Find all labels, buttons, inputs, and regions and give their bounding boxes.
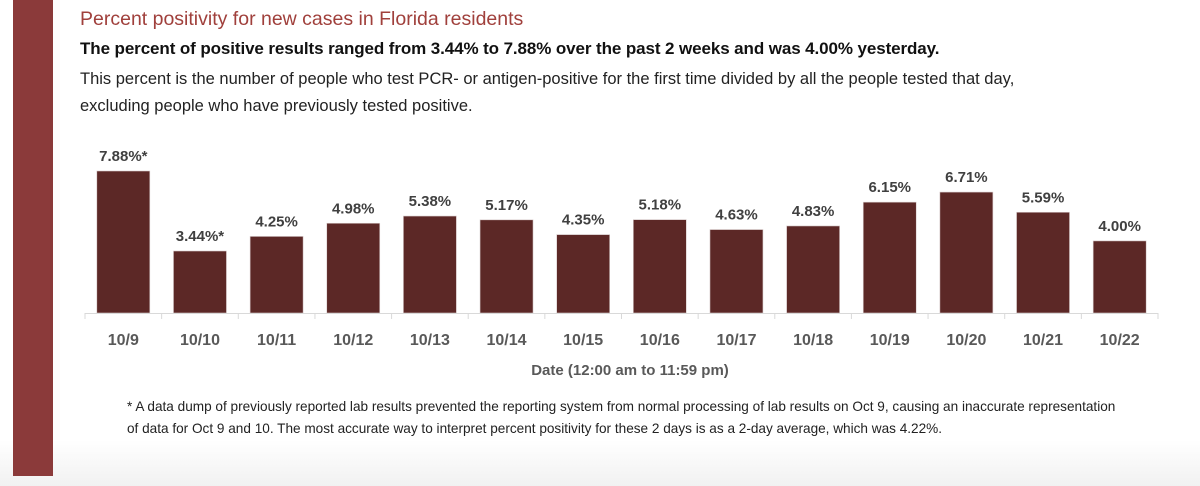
x-tick-label: 10/16 (640, 332, 680, 349)
bar-10-20 (939, 191, 994, 314)
x-tick-label: 10/9 (108, 332, 139, 349)
bar-10-21 (1016, 211, 1070, 314)
data-label: 5.59% (1022, 189, 1065, 206)
footnote: * A data dump of previously reported lab… (127, 399, 1116, 436)
bar-10-11 (249, 236, 304, 314)
data-label: 4.35% (562, 212, 605, 229)
summary-headline: The percent of positive results ranged f… (80, 39, 940, 58)
x-tick-label: 10/18 (793, 332, 833, 349)
bar-10-18 (786, 225, 840, 314)
x-tick-label: 10/21 (1023, 332, 1063, 349)
bar-10-16 (633, 219, 687, 314)
bar-10-13 (403, 215, 457, 314)
x-tick-label: 10/20 (946, 332, 986, 349)
x-tick-label: 10/11 (257, 332, 296, 349)
chart-title: Percent positivity for new cases in Flor… (80, 8, 524, 30)
data-label: 5.38% (409, 193, 452, 210)
bar-10-17 (709, 229, 764, 314)
bar-10-12 (326, 222, 381, 314)
data-label: 6.15% (868, 179, 911, 196)
x-tick-label: 10/19 (870, 332, 910, 349)
data-label: 4.83% (792, 203, 835, 220)
data-label: 4.63% (715, 207, 758, 224)
bar-10-10 (173, 250, 227, 314)
bar-10-19 (862, 201, 917, 314)
bars-group (96, 170, 1147, 314)
x-tick-label: 10/10 (180, 332, 220, 349)
x-tick-label: 10/14 (487, 332, 527, 349)
data-labels-group: 7.88%* 3.44%* 4.25% 4.98% 5.38% 5.17% 4.35% 5.1… (99, 148, 1141, 245)
data-label: 5.18% (639, 197, 682, 214)
data-label: 5.17% (485, 197, 528, 214)
x-ticks-group: 10/9 10/10 10/11 10/12 10/13 10/14 10/15 10/16 1… (84, 313, 1159, 349)
data-label: 4.98% (332, 200, 375, 217)
x-tick-label: 10/22 (1100, 332, 1140, 349)
x-tick-label: 10/15 (563, 332, 603, 349)
chart-description: This percent is the number of people who… (80, 70, 1015, 115)
data-label: 4.00% (1098, 218, 1141, 235)
x-tick-label: 10/12 (333, 332, 373, 349)
bar-10-14 (479, 219, 534, 314)
bar-10-22 (1092, 240, 1147, 314)
bar-10-9 (96, 170, 151, 314)
accent-stripe (13, 0, 53, 476)
data-label: 6.71% (945, 169, 988, 186)
x-tick-label: 10/17 (716, 332, 756, 349)
bar-10-15 (556, 234, 610, 314)
data-label: 7.88%* (99, 148, 148, 165)
data-label: 4.25% (255, 213, 298, 230)
x-axis-title: Date (12:00 am to 11:59 pm) (531, 362, 729, 379)
x-tick-label: 10/13 (410, 332, 450, 349)
data-label: 3.44%* (176, 228, 225, 245)
